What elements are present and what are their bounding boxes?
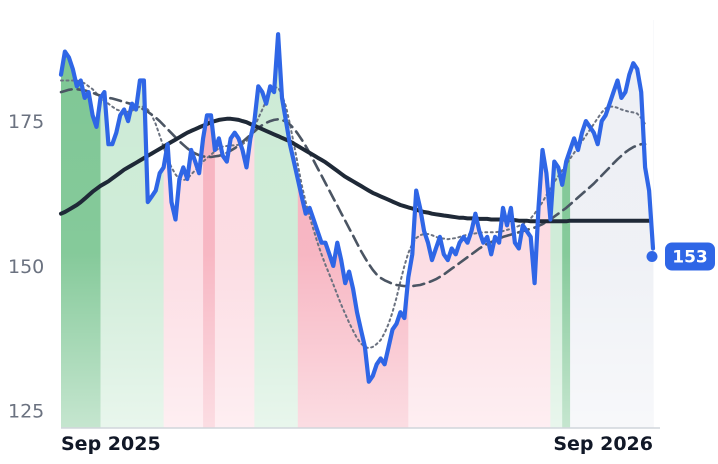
price-line — [58, 32, 656, 384]
y-tick-label: 125 — [8, 401, 44, 423]
y-tick-label: 175 — [8, 111, 44, 133]
last-value-dot — [646, 251, 658, 262]
y-tick-label: 150 — [8, 256, 44, 278]
x-tick-label: Sep 2026 — [553, 433, 653, 455]
x-tick-label: Sep 2025 — [61, 433, 161, 455]
series-lines — [58, 32, 656, 384]
ma-mid-line — [59, 87, 647, 288]
last-value-marker: 153 — [646, 242, 715, 271]
regime-bands — [61, 15, 654, 428]
axes: 175 150 125 Sep 2025 Sep 2026 — [8, 111, 660, 455]
last-value-label: 153 — [672, 248, 708, 268]
last-value-badge — [665, 242, 715, 271]
band-fade — [61, 40, 653, 428]
